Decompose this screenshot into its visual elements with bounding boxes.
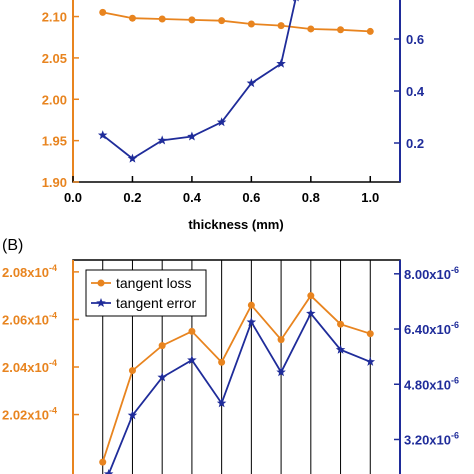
data-point	[216, 117, 227, 127]
data-point	[247, 301, 255, 309]
data-point	[157, 135, 167, 145]
series-line-left	[102, 11, 371, 33]
y-right-ticks: 3.20x10-6 4.80x10-6 6.40x10-6 8.00x10-6	[394, 265, 459, 447]
y-left-tick-label: 2.00	[42, 92, 67, 107]
data-point	[307, 25, 315, 33]
data-point	[335, 344, 346, 354]
chart-thickness: 0.0 0.2 0.4 0.6 0.8 1.0 1.901.952.002.052.10 …	[42, 0, 425, 232]
y-right-tick-label: 0.6	[406, 32, 424, 47]
data-point	[127, 410, 138, 420]
y-right-tick-label: 4.80x10-6	[404, 375, 459, 392]
y-right-tick-label: 0.2	[406, 136, 424, 151]
data-point	[99, 458, 107, 466]
series-line-tangent-loss	[101, 294, 371, 463]
x-tick-label: 1.0	[361, 190, 379, 205]
data-point	[128, 367, 136, 375]
data-point	[276, 58, 286, 68]
data-point	[306, 308, 316, 318]
data-point	[366, 330, 374, 338]
y-left-tick-label: 2.10	[42, 10, 67, 25]
panel-label: (B)	[2, 237, 23, 254]
data-point	[157, 372, 167, 382]
legend-marker-tangent-loss	[97, 279, 105, 287]
data-point	[276, 367, 286, 377]
y-left-tick-label: 2.02x10-4	[2, 406, 57, 423]
data-point	[128, 14, 136, 22]
data-point	[366, 27, 374, 35]
y-left-tick-label: 2.08x10-4	[2, 263, 57, 280]
data-point	[97, 130, 108, 140]
data-point	[247, 20, 255, 28]
series-line-right	[102, 0, 297, 160]
data-point	[218, 17, 226, 25]
legend-marker-tangent-error	[96, 298, 106, 308]
data-point	[246, 317, 257, 327]
y-right-tick-label: 3.20x10-6	[404, 430, 459, 447]
data-point	[337, 26, 345, 34]
legend-box	[85, 269, 207, 317]
legend-label-tangent-loss: tangent loss	[116, 275, 192, 291]
data-point	[158, 15, 166, 23]
y-left-tick-label: 2.06x10-4	[2, 310, 57, 327]
y-left-ticks: 1.90 1.95 2.00 2.05 2.10	[42, 10, 79, 190]
data-point	[127, 153, 138, 163]
series-group	[97, 0, 374, 163]
data-point	[365, 356, 376, 366]
legend-label-tangent-error: tangent error	[116, 295, 196, 311]
data-point	[218, 358, 226, 366]
data-point	[188, 16, 196, 24]
data-point	[277, 336, 285, 344]
data-point	[307, 292, 315, 300]
data-point	[99, 8, 107, 16]
data-point	[277, 22, 285, 30]
y-left-tick-label: 1.95	[42, 134, 67, 149]
y-right-tick-label: 6.40x10-6	[404, 320, 459, 337]
y-left-tick-label: 1.90	[42, 175, 67, 190]
data-point	[216, 398, 227, 408]
y-right-tick-label: 0.4	[406, 84, 425, 99]
x-tick-label: 0.4	[183, 190, 202, 205]
data-point	[188, 327, 196, 335]
data-point	[187, 355, 197, 365]
data-point	[103, 469, 114, 474]
y-right-ticks: 0.2 0.4 0.6	[394, 32, 425, 151]
y-right-tick-label: 8.00x10-6	[404, 265, 459, 282]
data-point	[337, 320, 345, 328]
chart-tangent: (B) 2.02x10-4 2.04x10-4 2.06x10-4 2.08x10-4…	[2, 237, 459, 474]
x-tick-label: 0.2	[123, 190, 141, 205]
x-tick-label: 0.6	[242, 190, 260, 205]
plot-frame	[72, 0, 401, 183]
series-line-tangent-error	[107, 311, 371, 474]
y-left-tick-label: 2.04x10-4	[2, 358, 57, 375]
y-left-ticks: 2.02x10-4 2.04x10-4 2.06x10-4 2.08x10-4	[2, 263, 79, 423]
data-point	[293, 0, 299, 2]
data-point	[187, 131, 197, 141]
legend: tangent loss tangent error	[85, 269, 207, 317]
series-group	[99, 292, 376, 474]
data-point	[246, 78, 257, 88]
x-axis-title: thickness (mm)	[188, 217, 283, 232]
x-ticks: 0.0 0.2 0.4 0.6 0.8 1.0	[64, 176, 379, 205]
y-left-tick-label: 2.05	[42, 51, 67, 66]
x-tick-label: 0.8	[302, 190, 320, 205]
data-point	[158, 342, 166, 350]
x-tick-label: 0.0	[64, 190, 82, 205]
